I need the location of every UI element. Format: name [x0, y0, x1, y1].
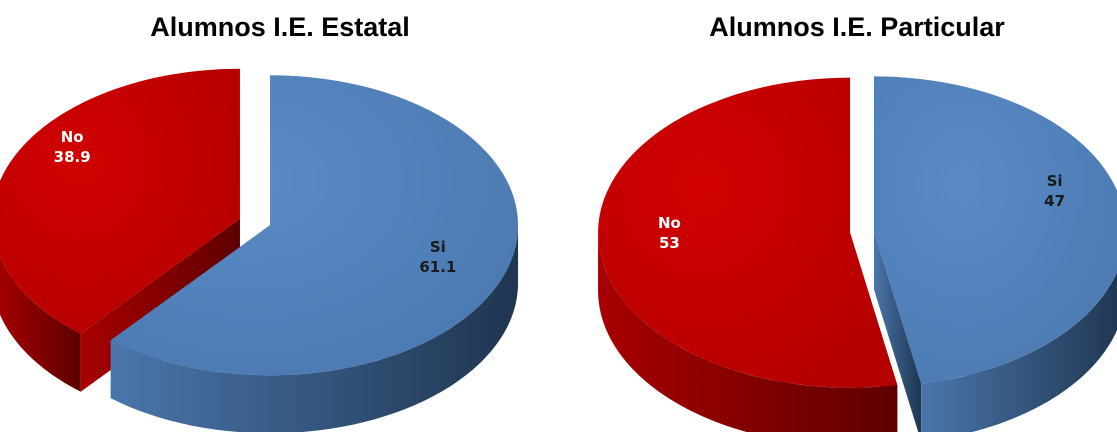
label-particular-no-name: No [658, 214, 681, 232]
label-particular-si-name: Si [1047, 172, 1063, 190]
chart-title-particular: Alumnos I.E. Particular [709, 12, 1005, 42]
slice-particular-no [598, 77, 898, 388]
label-estatal-no-name: No [61, 128, 84, 146]
left-no-rim [0, 256, 81, 392]
pie-particular: Si 47 No 53 [598, 76, 1117, 432]
right-no-rim [598, 232, 898, 432]
slice-estatal-si [110, 75, 519, 376]
label-estatal-si-name: Si [430, 238, 446, 256]
label-particular-no-value: 53 [659, 234, 680, 252]
label-estatal-no-value: 38.9 [54, 148, 91, 166]
slice-particular-si [873, 76, 1117, 384]
right-si-rim [921, 272, 1117, 432]
slice-estatal-no [0, 68, 240, 334]
label-estatal-si-value: 61.1 [419, 258, 456, 276]
label-particular-si-value: 47 [1044, 192, 1065, 210]
right-si-wall-1 [873, 231, 922, 432]
pie-estatal: Si 61.1 No 38.9 [0, 68, 519, 432]
left-si-rim [110, 225, 519, 432]
chart-title-estatal: Alumnos I.E. Estatal [150, 12, 410, 42]
